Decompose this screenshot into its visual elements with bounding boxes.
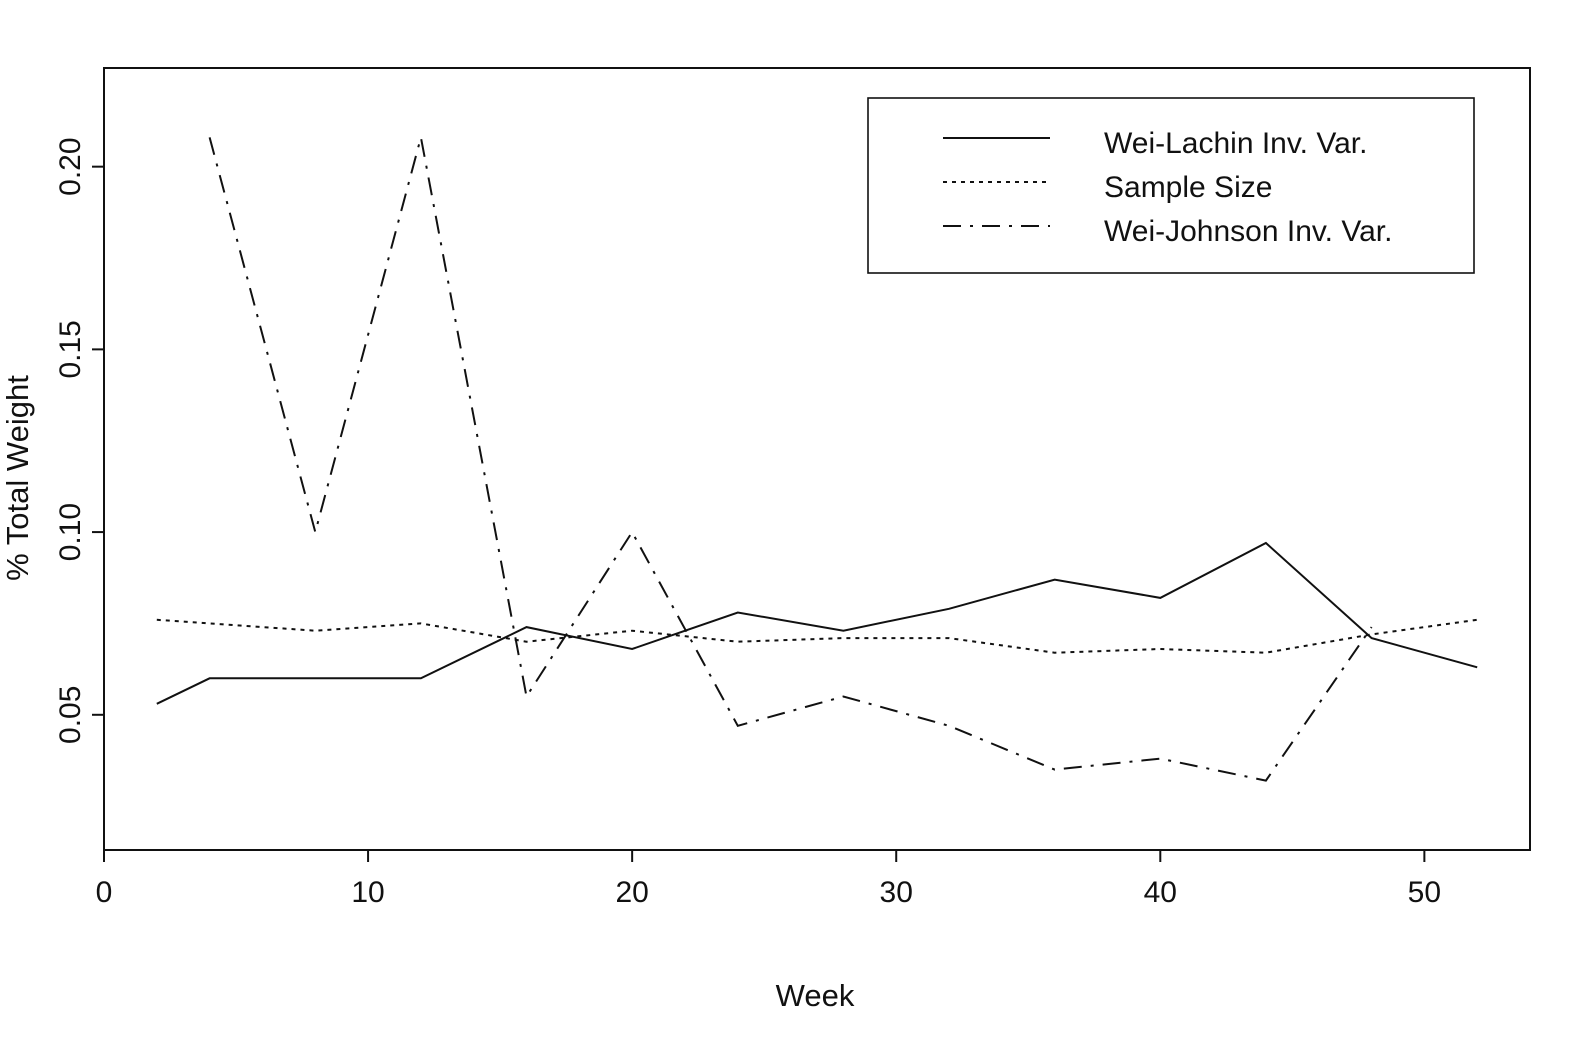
x-axis-title: Week <box>776 978 855 1013</box>
x-axis: 0 10 20 30 40 50 <box>96 850 1441 909</box>
series-line-2 <box>208 137 1373 782</box>
y-axis-title: % Total Weight <box>0 375 35 581</box>
legend-label-wei-johnson: Wei-Johnson Inv. Var. <box>1104 215 1392 248</box>
plot-frame <box>103 67 1531 851</box>
x-tick-label: 50 <box>1408 876 1441 909</box>
y-axis: 0.05 0.10 0.15 0.20 <box>54 137 104 744</box>
legend-label-sample-size: Sample Size <box>1104 171 1272 204</box>
legend: Wei-Lachin Inv. Var. Sample Size Wei-Joh… <box>867 97 1475 274</box>
series-line-1 <box>156 618 1478 654</box>
x-tick-label: 40 <box>1144 876 1177 909</box>
y-tick-label: 0.20 <box>54 137 87 195</box>
y-tick-label: 0.10 <box>54 503 87 561</box>
y-tick-label: 0.15 <box>54 320 87 378</box>
x-tick-label: 10 <box>351 876 384 909</box>
x-tick-label: 0 <box>96 876 113 909</box>
y-tick-label: 0.05 <box>54 686 87 744</box>
series-layer <box>156 137 1478 782</box>
x-tick-label: 30 <box>880 876 913 909</box>
legend-box <box>867 97 1475 274</box>
series-line-0 <box>156 541 1478 705</box>
legend-label-wei-lachin: Wei-Lachin Inv. Var. <box>1104 127 1367 160</box>
x-tick-label: 20 <box>615 876 648 909</box>
